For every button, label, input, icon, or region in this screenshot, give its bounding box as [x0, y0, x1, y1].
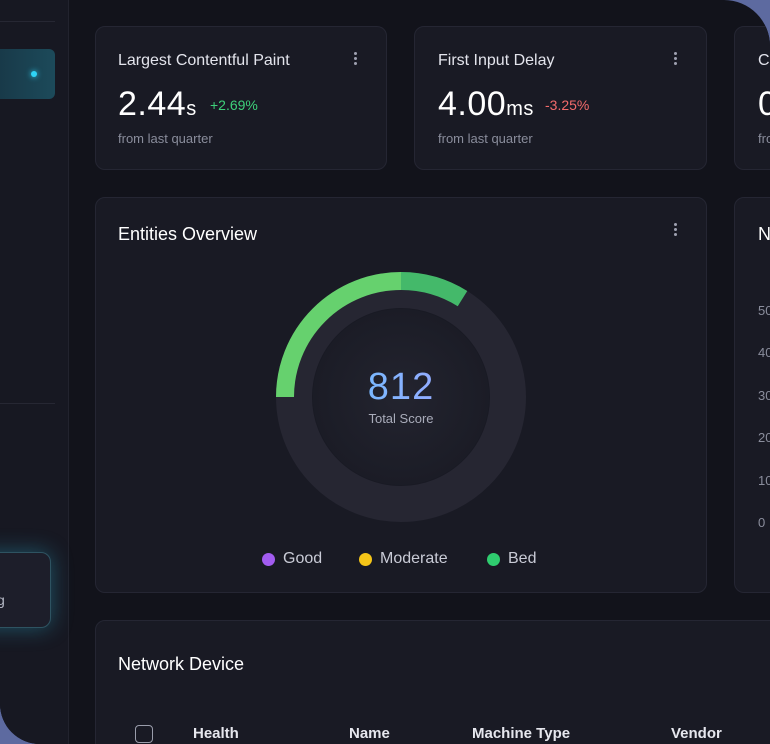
metric-subtitle: fro [758, 131, 770, 146]
gauge-inner [313, 309, 489, 485]
sidebar-divider [0, 403, 55, 404]
entities-gauge [276, 272, 526, 522]
legend-label: Moderate [380, 550, 448, 567]
metric-title: Cu [758, 52, 770, 69]
legend-item-moderate: Moderate [359, 550, 448, 568]
gauge-arc-secondary [400, 272, 468, 307]
y-axis-tick: 20 [758, 430, 770, 445]
legend-item-good: Good [262, 550, 322, 568]
total-score-label: Total Score [368, 411, 434, 426]
more-options-icon[interactable] [669, 223, 683, 237]
sidebar-item-active[interactable] [0, 49, 55, 99]
sidebar-divider [0, 21, 55, 22]
gauge-arc-primary [276, 272, 402, 398]
column-header-name[interactable]: Name [349, 725, 390, 742]
y-axis-tick: 50 [758, 303, 770, 318]
metric-card-fid: First Input Delay 4.00ms -3.25% from las… [414, 26, 707, 170]
legend-dot-icon [359, 552, 372, 566]
column-header-machine-type[interactable]: Machine Type [472, 725, 571, 742]
sidebar-promo-card[interactable] [0, 552, 51, 628]
column-header-health[interactable]: Health [193, 725, 239, 742]
entities-overview-title: Entities Overview [118, 224, 258, 244]
metric-card-lcp: Largest Contentful Paint 2.44s +2.69% fr… [95, 26, 387, 170]
legend-dot-icon [487, 552, 500, 566]
gauge-center: 812 Total Score [276, 0, 526, 744]
metric-value: 0 [758, 85, 770, 123]
y-axis-tick: 40 [758, 345, 770, 360]
y-axis-tick: 10 [758, 473, 770, 488]
total-score-value: 812 [276, 366, 526, 409]
metric-card-3: Cu 0 fro [734, 26, 770, 170]
legend-dot-icon [262, 552, 275, 566]
metric-value: 4.00ms [438, 85, 534, 123]
metric-change-negative: -3.25% [545, 97, 590, 113]
metric-unit: s [186, 98, 197, 120]
sidebar [0, 0, 69, 744]
active-indicator-dot-icon [31, 71, 37, 77]
side-chart-card: N [734, 197, 770, 593]
legend-item-bed: Bed [487, 550, 536, 568]
more-options-icon[interactable] [669, 52, 683, 66]
sidebar-card-label: g [0, 592, 5, 608]
y-axis-tick: 30 [758, 388, 770, 403]
network-device-title: Network Device [118, 654, 245, 674]
network-device-card: Network Device [95, 620, 770, 744]
legend-label: Good [283, 550, 323, 567]
metric-subtitle: from last quarter [438, 131, 533, 146]
select-all-checkbox[interactable] [135, 725, 153, 743]
metric-title: First Input Delay [438, 52, 555, 69]
metric-change-positive: +2.69% [210, 97, 258, 113]
y-axis-tick: 0 [758, 515, 766, 530]
side-chart-title: N [758, 224, 770, 244]
legend-label: Bed [508, 550, 537, 567]
metric-value: 2.44s [118, 85, 197, 123]
metric-unit: ms [506, 98, 534, 120]
metric-subtitle: from last quarter [118, 131, 213, 146]
column-header-vendor[interactable]: Vendor [671, 725, 722, 742]
metric-title: Largest Contentful Paint [118, 52, 290, 69]
more-options-icon[interactable] [349, 52, 363, 66]
